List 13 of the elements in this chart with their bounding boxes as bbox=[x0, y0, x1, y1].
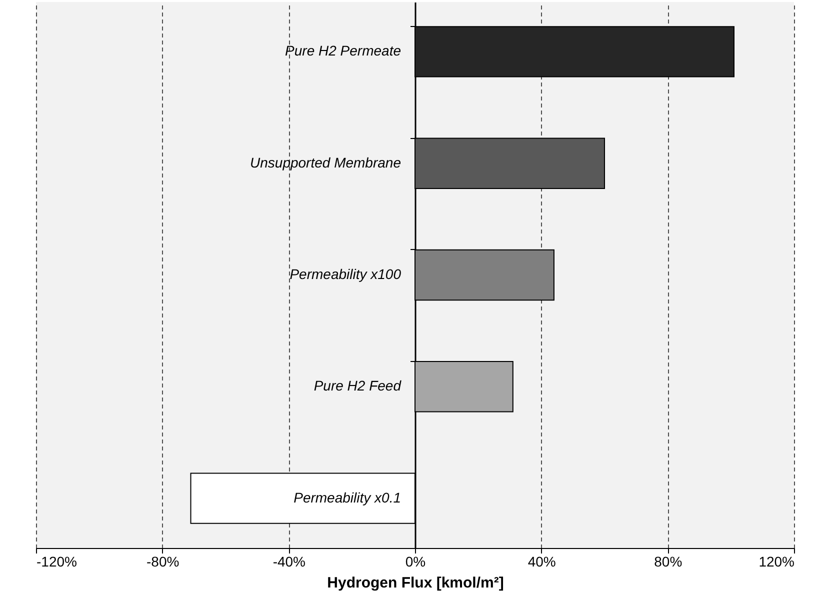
x-tick-label: -120% bbox=[36, 554, 77, 570]
x-tick-label: 0% bbox=[405, 554, 426, 570]
y-tick-label: Pure H2 Permeate bbox=[285, 42, 402, 59]
x-axis-title: Hydrogen Flux [kmol/m²] bbox=[327, 574, 504, 592]
x-tick-label: 80% bbox=[654, 554, 682, 570]
y-tick-label: Permeability x0.1 bbox=[294, 489, 401, 506]
x-tick-label: -80% bbox=[146, 554, 180, 570]
y-tick-label: Unsupported Membrane bbox=[250, 154, 402, 170]
x-tick-label: -40% bbox=[272, 554, 306, 570]
x-tick-label: 120% bbox=[758, 554, 794, 570]
x-tick-label: 40% bbox=[528, 554, 556, 570]
y-tick-label: Pure H2 Feed bbox=[314, 378, 402, 394]
y-tick-label: Permeability x100 bbox=[290, 266, 402, 282]
